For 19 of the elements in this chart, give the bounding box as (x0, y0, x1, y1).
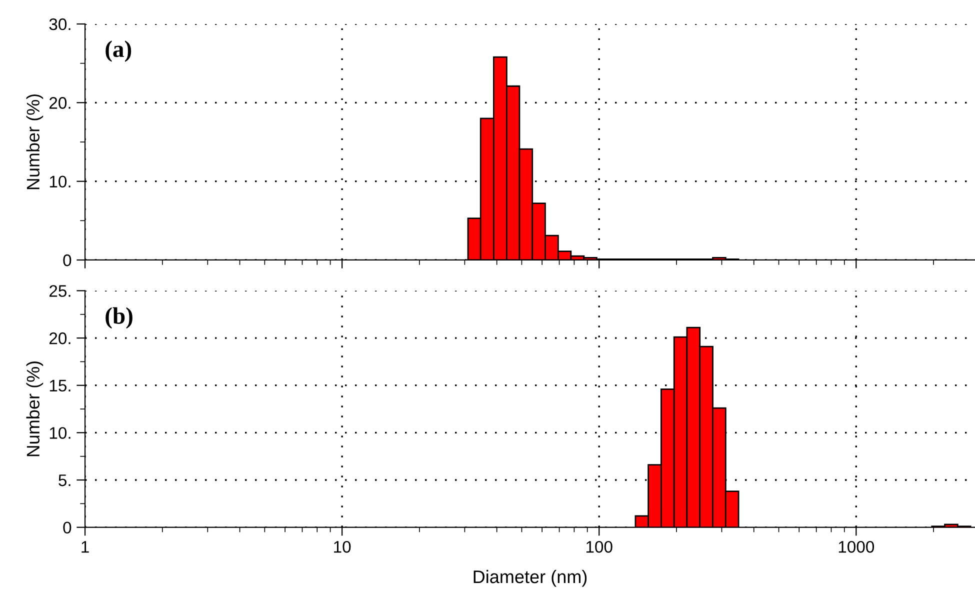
x-tick-label: 10 (334, 540, 351, 553)
y-tick-label: 20. (49, 97, 70, 109)
y-axis-title: Number (%) (26, 361, 44, 456)
y-tick-label: 5. (58, 474, 70, 486)
y-tick-label: 10. (50, 176, 70, 188)
x-axis-title: Diameter (nm) (474, 570, 587, 587)
x-tick-label: 1 (82, 541, 89, 553)
annotation: (a) (106, 40, 132, 62)
y-tick-label: 0 (63, 254, 72, 266)
y-tick-label: 0 (63, 522, 72, 534)
y-tick-label: 10. (50, 427, 70, 439)
x-tick-label: 1000 (838, 540, 874, 553)
y-tick-label: 25. (49, 285, 70, 297)
annotation: (b) (106, 307, 132, 329)
x-tick-label: 100 (586, 540, 612, 553)
y-tick-label: 20. (49, 332, 70, 344)
y-tick-label: 15. (50, 380, 70, 392)
y-tick-label: 30. (49, 18, 70, 30)
y-axis-title: Number (%) (26, 94, 44, 190)
